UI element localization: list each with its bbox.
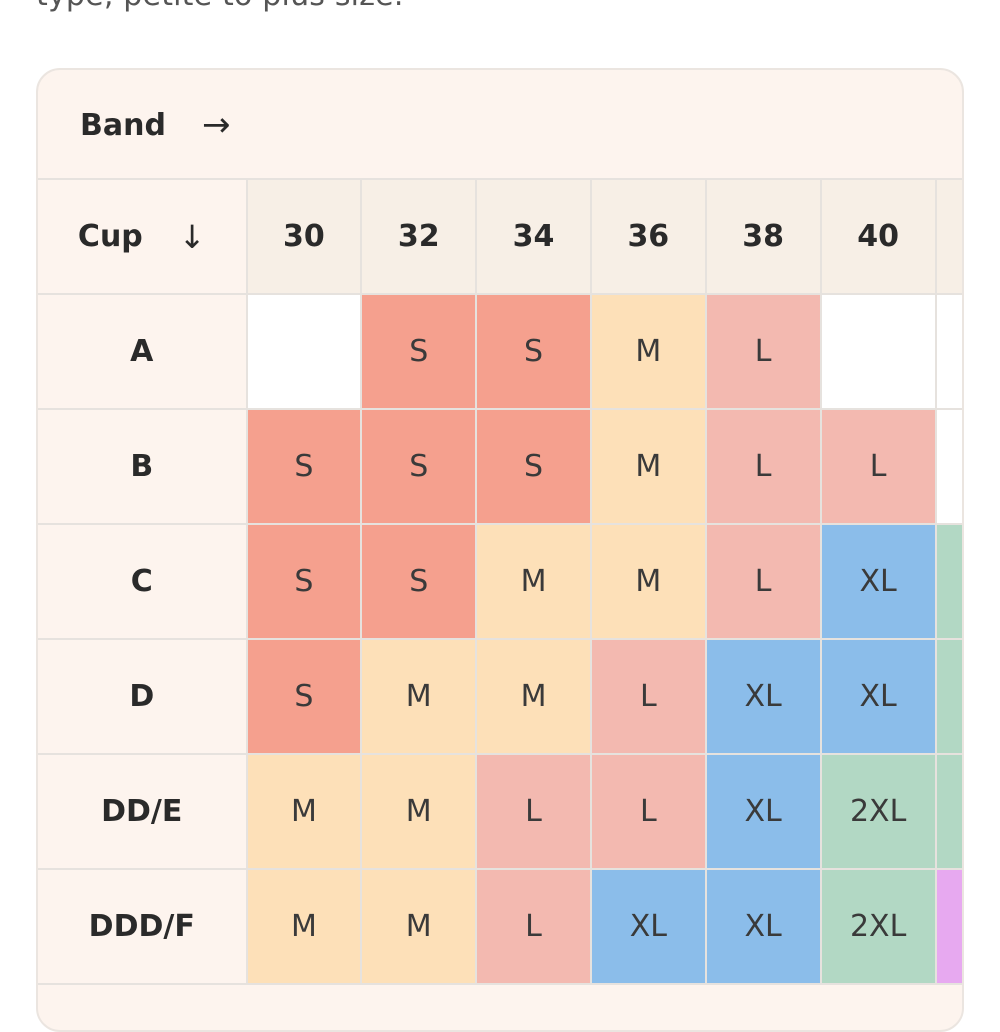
- size-cell: L: [704, 408, 822, 525]
- size-cell: L: [475, 753, 592, 870]
- cup-a: A: [38, 293, 248, 410]
- size-cell: M: [245, 753, 363, 870]
- size-cell: S: [360, 523, 478, 640]
- table-row: DD/E M M L L XL 2XL: [38, 753, 962, 870]
- size-cell: L: [704, 293, 822, 410]
- overflow-cell: [934, 868, 962, 985]
- size-cell: S: [245, 408, 363, 525]
- overflow-cell: [934, 753, 962, 870]
- size-cell: M: [360, 868, 478, 985]
- size-cell: L: [475, 868, 592, 985]
- size-cell: S: [245, 638, 363, 755]
- band-36: 36: [589, 178, 707, 295]
- size-cell: M: [589, 523, 707, 640]
- size-cell: L: [589, 753, 707, 870]
- cup-header: Cup ↓: [38, 178, 248, 295]
- band-overflow: [934, 178, 962, 295]
- band-40: 40: [819, 178, 937, 295]
- size-cell: S: [360, 408, 478, 525]
- table-row: B S S S M L L: [38, 408, 962, 525]
- overflow-cell: [934, 523, 962, 640]
- cup-ddd-f: DDD/F: [38, 868, 248, 985]
- table-row: C S S M M L XL: [38, 523, 962, 640]
- size-cell: 2XL: [819, 753, 937, 870]
- cup-d: D: [38, 638, 248, 755]
- size-cell: L: [589, 638, 707, 755]
- size-cell: L: [704, 523, 822, 640]
- size-cell: M: [360, 753, 478, 870]
- down-arrow-icon: ↓: [178, 217, 206, 256]
- overflow-cell: [934, 293, 962, 410]
- size-cell: XL: [704, 753, 822, 870]
- size-cell: M: [360, 638, 478, 755]
- band-30: 30: [245, 178, 363, 295]
- size-cell: [819, 293, 937, 410]
- size-cell: M: [245, 868, 363, 985]
- cup-b: B: [38, 408, 248, 525]
- overflow-cell: [934, 408, 962, 525]
- table-row: A S S M L: [38, 293, 962, 410]
- band-32: 32: [360, 178, 478, 295]
- band-label: Band: [80, 107, 166, 143]
- size-cell: S: [475, 293, 592, 410]
- overflow-cell: [934, 638, 962, 755]
- size-cell: [245, 293, 363, 410]
- size-cell: S: [475, 408, 592, 525]
- cup-dd-e: DD/E: [38, 753, 248, 870]
- table-row: D S M M L XL XL: [38, 638, 962, 755]
- band-38: 38: [704, 178, 822, 295]
- right-arrow-icon: →: [201, 105, 231, 145]
- size-cell: S: [245, 523, 363, 640]
- size-cell: 2XL: [819, 868, 937, 985]
- size-cell: XL: [819, 638, 937, 755]
- band-34: 34: [475, 178, 592, 295]
- size-cell: XL: [589, 868, 707, 985]
- size-cell: M: [589, 408, 707, 525]
- band-row: Cup ↓ 30 32 34 36 38 40: [38, 178, 962, 295]
- size-cell: M: [589, 293, 707, 410]
- size-grid-scroll[interactable]: Cup ↓ 30 32 34 36 38 40 A S S M L: [38, 178, 962, 1030]
- intro-text: type, petite to plus size.: [36, 0, 404, 13]
- cup-c: C: [38, 523, 248, 640]
- size-cell: XL: [704, 868, 822, 985]
- size-cell: XL: [819, 523, 937, 640]
- size-cell: XL: [704, 638, 822, 755]
- size-grid: Cup ↓ 30 32 34 36 38 40 A S S M L: [38, 178, 962, 985]
- size-cell: M: [475, 523, 592, 640]
- band-header: Band →: [38, 70, 962, 180]
- table-row: DDD/F M M L XL XL 2XL: [38, 868, 962, 985]
- cup-label: Cup: [77, 219, 143, 254]
- size-cell: L: [819, 408, 937, 525]
- size-cell: S: [360, 293, 478, 410]
- size-cell: M: [475, 638, 592, 755]
- size-chart-card: Band → Cup ↓ 30 32 34 36 38 40 A: [36, 68, 964, 1032]
